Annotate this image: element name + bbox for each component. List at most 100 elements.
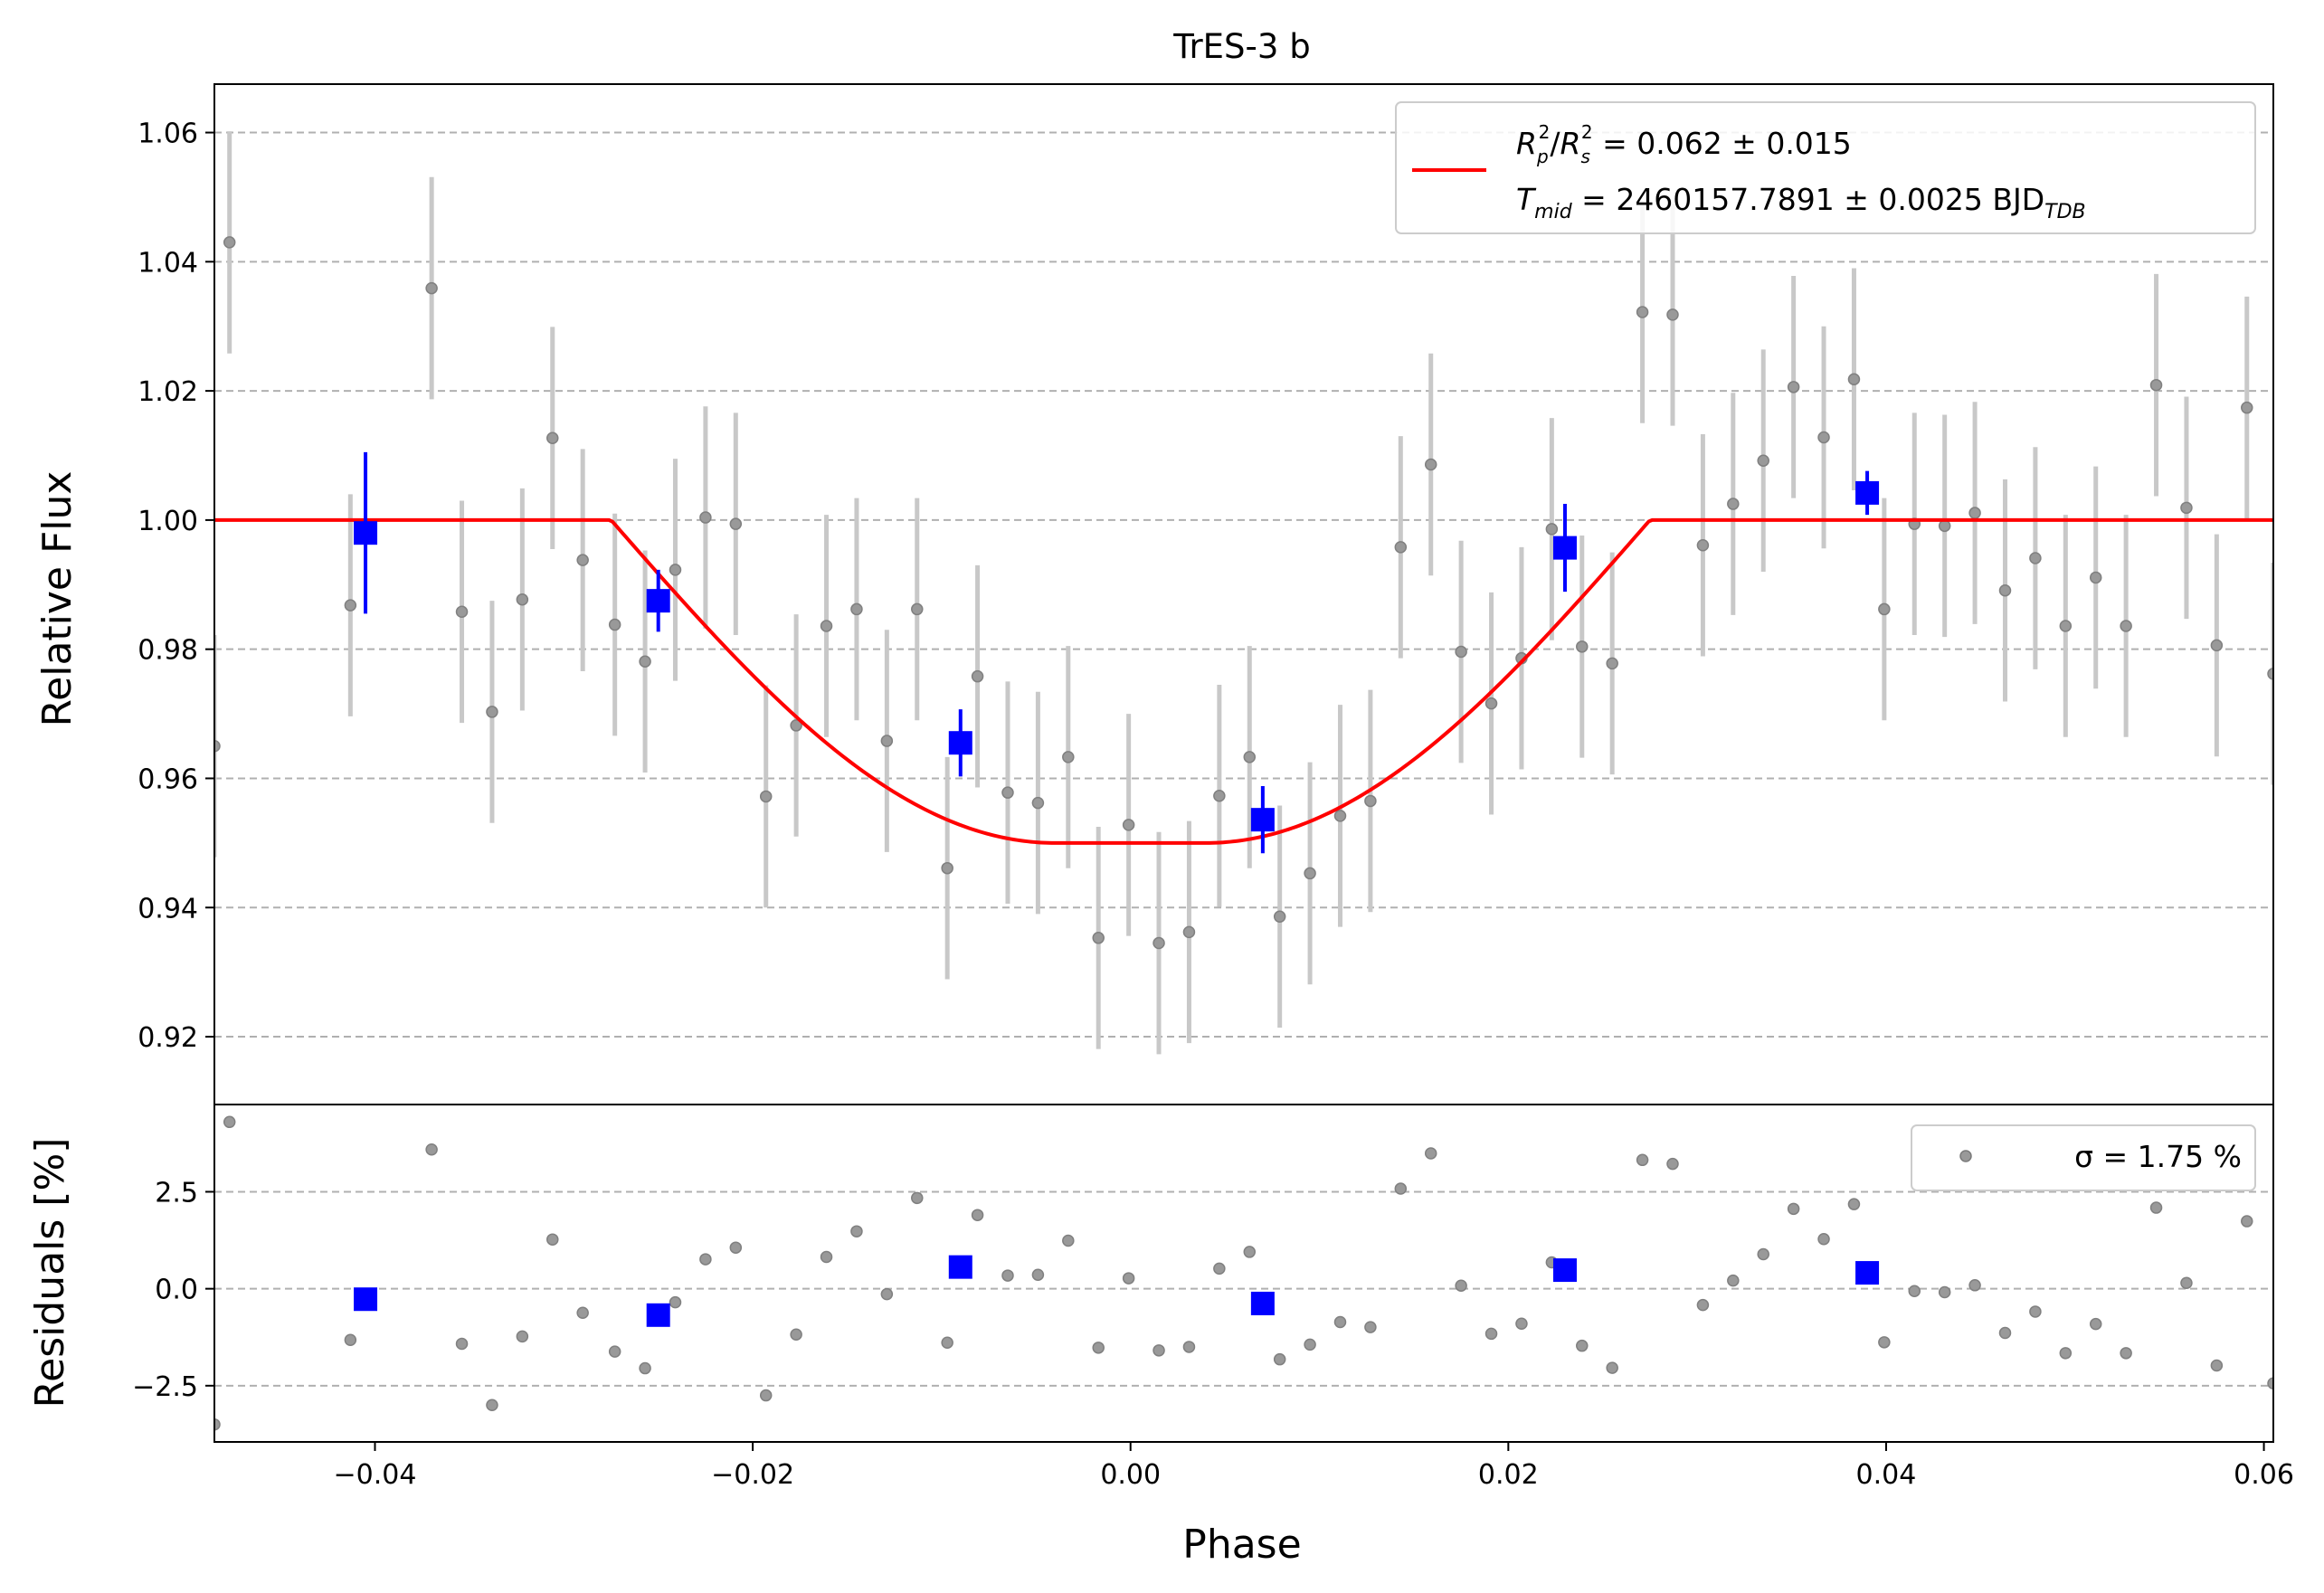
flux-point: [1666, 308, 1679, 321]
residual-point: [729, 1241, 743, 1254]
x-tick-label: 0.02: [1478, 1459, 1539, 1491]
residual-point: [2029, 1305, 2042, 1318]
residual-point: [1847, 1198, 1861, 1210]
residual-point: [639, 1361, 651, 1375]
flux-point: [1545, 523, 1559, 536]
x-tick-label: 0.04: [1856, 1459, 1917, 1491]
residual-point: [344, 1333, 357, 1346]
flux-point: [971, 669, 984, 683]
residual-point: [1182, 1341, 1196, 1353]
flux-point: [2120, 620, 2132, 632]
flux-point: [850, 602, 863, 616]
residual-point: [1938, 1285, 1951, 1299]
residual-point: [1394, 1182, 1408, 1195]
flux-point: [516, 593, 529, 606]
x-axis-title: Phase: [1182, 1522, 1301, 1568]
residual-point: [546, 1233, 559, 1246]
flux-point: [1847, 373, 1861, 386]
x-tick-label: 0.00: [1100, 1459, 1161, 1491]
flux-point: [639, 655, 651, 668]
flux-point: [2210, 639, 2224, 652]
binned-residual-point: [1250, 1291, 1275, 1315]
y-tick-label-top: 0.94: [138, 893, 198, 925]
residual-point: [576, 1306, 589, 1319]
residual-point: [1153, 1344, 1165, 1357]
residual-point: [820, 1250, 833, 1264]
legend-tmid-label: Tmid = 2460157.7891 ± 0.0025 BJDTDB: [1516, 182, 2086, 223]
residual-point: [790, 1328, 802, 1341]
flux-point: [2029, 552, 2042, 564]
residual-point: [880, 1287, 894, 1301]
flux-point: [1031, 796, 1045, 810]
ticks-layer: 0.920.940.960.981.001.021.041.06−2.50.02…: [132, 119, 2294, 1491]
legend-residual-marker: [1959, 1150, 1972, 1162]
top-panel-data: [214, 131, 2273, 1055]
residual-point: [214, 1418, 221, 1431]
y-tick-label-top: 1.04: [138, 247, 198, 279]
binned-point: [1855, 480, 1880, 505]
flux-point: [1606, 657, 1618, 670]
residual-point: [1696, 1298, 1710, 1312]
flux-point: [1878, 602, 1891, 616]
flux-point: [2267, 668, 2273, 680]
flux-point: [729, 517, 743, 530]
flux-point: [576, 554, 589, 566]
residual-point: [2059, 1347, 2073, 1360]
residual-point: [1122, 1272, 1135, 1285]
flux-point: [425, 281, 438, 295]
residual-point: [1304, 1338, 1316, 1351]
flux-point: [455, 605, 469, 619]
residual-point: [1757, 1247, 1769, 1261]
y-tick-label-top: 1.00: [138, 506, 198, 537]
residual-point: [425, 1143, 438, 1156]
flux-point: [2241, 401, 2253, 414]
flux-point: [1636, 306, 1649, 318]
residual-point: [516, 1330, 529, 1343]
residual-point: [1787, 1202, 1800, 1216]
residual-point: [1515, 1317, 1528, 1330]
y-tick-label-bottom: 0.0: [155, 1275, 198, 1306]
data-layer: [214, 131, 2273, 1431]
binned-point: [646, 589, 670, 613]
flux-point: [1273, 910, 1286, 923]
binned-point: [1552, 536, 1577, 560]
flux-point: [1092, 932, 1105, 944]
residual-point: [1213, 1262, 1226, 1275]
residual-point: [486, 1399, 498, 1412]
legend-sigma-label: σ = 1.75 %: [2074, 1139, 2242, 1174]
residual-point: [669, 1295, 682, 1309]
residual-point: [911, 1191, 924, 1205]
flux-point: [1485, 697, 1498, 710]
grid-layer: [214, 131, 2273, 1387]
residual-point: [1424, 1147, 1437, 1160]
flux-point: [1364, 794, 1377, 808]
binned-point: [1250, 808, 1275, 832]
residual-point: [1878, 1336, 1891, 1349]
flux-point: [790, 719, 802, 732]
residual-point: [1333, 1315, 1347, 1329]
residual-point: [971, 1209, 984, 1221]
bottom-panel-data: [214, 1115, 2273, 1431]
y-tick-label-top: 1.06: [138, 119, 198, 150]
flux-point: [486, 706, 498, 718]
flux-point: [669, 564, 682, 576]
residual-point: [1606, 1361, 1618, 1374]
flux-point: [1455, 645, 1467, 659]
binned-residual-point: [1552, 1258, 1577, 1283]
residual-point: [1666, 1157, 1679, 1171]
flux-point: [1001, 786, 1014, 799]
flux-point: [1153, 936, 1165, 950]
x-tick-label: −0.04: [334, 1459, 417, 1491]
residual-point: [1243, 1246, 1257, 1258]
residual-point: [2120, 1347, 2132, 1360]
flux-point: [1576, 640, 1589, 653]
legend-depth-label: Rp2/Rs2 = 0.062 ± 0.015: [1516, 121, 1852, 167]
flux-point: [2149, 378, 2163, 392]
residual-point: [608, 1345, 621, 1358]
flux-point: [2089, 571, 2102, 584]
residual-point: [1817, 1233, 1830, 1246]
residual-point: [1455, 1279, 1467, 1292]
flux-point: [2059, 620, 2073, 632]
residual-point: [1908, 1285, 1921, 1297]
